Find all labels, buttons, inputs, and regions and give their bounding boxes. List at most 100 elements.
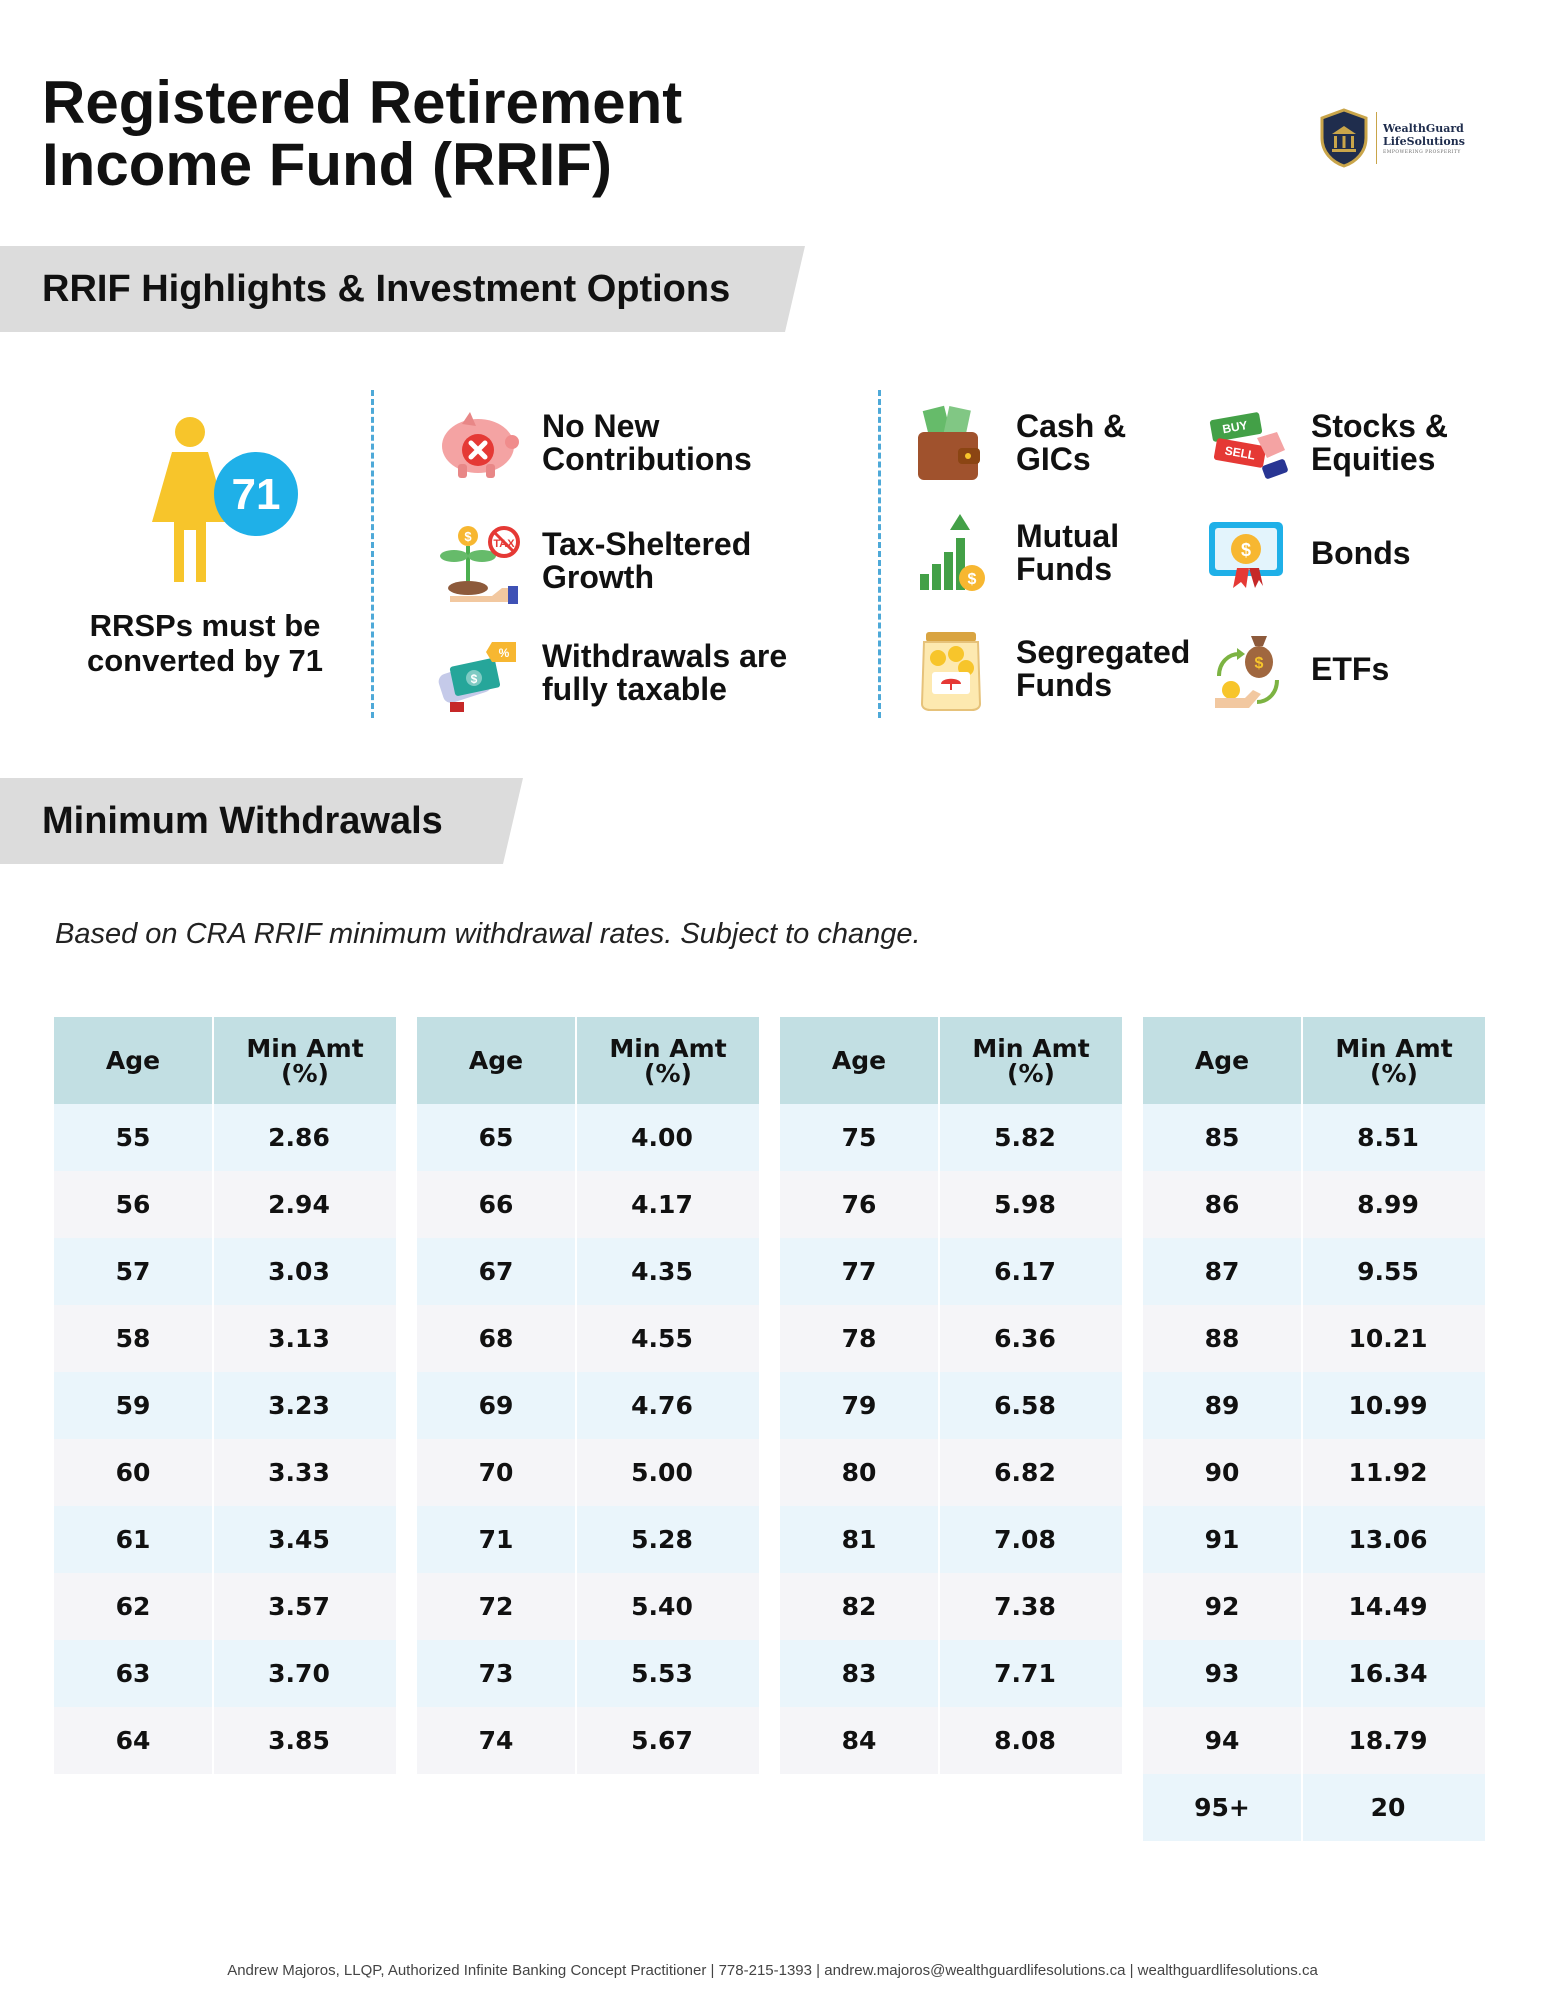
option-label: ETFs: [1311, 650, 1390, 687]
age-cell: 95+: [1143, 1774, 1303, 1841]
min-amount-cell: 4.76: [577, 1372, 759, 1439]
withdrawal-table: Age Min Amt (%) 55 2.86 56 2.94 57 3.03 58 3.13 59 3…: [54, 1017, 396, 1774]
option-label: Cash & GICs: [1016, 408, 1127, 477]
min-amount-value: 3.45: [268, 1525, 330, 1554]
table-row: 94 18.79: [1143, 1707, 1485, 1774]
min-amount-value: 8.08: [994, 1726, 1056, 1755]
option-label: Bonds: [1311, 534, 1411, 571]
table-row: 92 14.49: [1143, 1573, 1485, 1640]
min-amount-cell: 5.67: [577, 1707, 759, 1774]
table-row: 57 3.03: [54, 1238, 396, 1305]
age-cell: 94: [1143, 1707, 1303, 1774]
svg-text:%: %: [499, 646, 510, 660]
min-amount-cell: 4.00: [577, 1104, 759, 1171]
min-amount-header-line-1: Min Amt: [246, 1033, 364, 1063]
dashed-divider-right: [878, 390, 881, 718]
min-amount-value: 8.99: [1357, 1190, 1419, 1219]
min-amount-header-line-2: (%): [644, 1058, 692, 1088]
min-amount-cell: 7.08: [940, 1506, 1122, 1573]
highlight-label: Withdrawals are fully taxable: [542, 638, 788, 707]
highlight-no-contributions: No New Contributions: [432, 398, 752, 488]
min-amount-value: 7.08: [994, 1525, 1056, 1554]
age-cell: 62: [54, 1573, 214, 1640]
dashed-divider-left: [371, 390, 374, 718]
table-row: 93 16.34: [1143, 1640, 1485, 1707]
title-line-1: Registered Retirement: [42, 69, 683, 136]
logo-tagline: EMPOWERING PROSPERITY: [1383, 149, 1461, 155]
min-amount-cell: 20: [1303, 1774, 1485, 1841]
wallet-cash-icon: [918, 405, 980, 480]
age-cell: 79: [780, 1372, 940, 1439]
table-row: 89 10.99: [1143, 1372, 1485, 1439]
age-cell: 61: [54, 1506, 214, 1573]
min-amount-value: 3.13: [268, 1324, 330, 1353]
tax-sheltered-plant-icon: $ TAX: [440, 526, 520, 604]
age-cell: 86: [1143, 1171, 1303, 1238]
table-row: 67 4.35: [417, 1238, 759, 1305]
svg-text:$: $: [1241, 540, 1251, 560]
table-row: 69 4.76: [417, 1372, 759, 1439]
age-cell: 67: [417, 1238, 577, 1305]
age-cell: 57: [54, 1238, 214, 1305]
min-amount-cell: 3.03: [214, 1238, 396, 1305]
svg-text:$: $: [471, 672, 478, 686]
shield-logo-icon: [1320, 108, 1368, 168]
conversion-caption-line-1: RRSPs must be: [89, 608, 321, 643]
option-etfs: $ ETFs: [1201, 624, 1389, 714]
age-cell: 65: [417, 1104, 577, 1171]
page-title: Registered Retirement Income Fund (RRIF): [42, 72, 682, 196]
logo-name-line-1: WealthGuard: [1383, 121, 1464, 135]
min-amount-value: 4.35: [631, 1257, 693, 1286]
min-amount-value: 6.58: [994, 1391, 1056, 1420]
table-row: 87 9.55: [1143, 1238, 1485, 1305]
age-cell: 72: [417, 1573, 577, 1640]
min-amount-cell: 13.06: [1303, 1506, 1485, 1573]
min-amount-cell: 3.33: [214, 1439, 396, 1506]
age-header: Age: [417, 1017, 577, 1104]
min-amount-value: 5.53: [631, 1659, 693, 1688]
min-amount-value: 4.55: [631, 1324, 693, 1353]
section-title-highlights: RRIF Highlights & Investment Options: [42, 267, 731, 310]
age-cell: 71: [417, 1506, 577, 1573]
stocks-buy-sell-icon: BUY SELL: [1209, 412, 1288, 479]
table-row: 81 7.08: [780, 1506, 1122, 1573]
min-amount-cell: 18.79: [1303, 1707, 1485, 1774]
min-amount-cell: 6.36: [940, 1305, 1122, 1372]
min-amount-cell: 3.70: [214, 1640, 396, 1707]
table-row: 58 3.13: [54, 1305, 396, 1372]
table-row: 56 2.94: [54, 1171, 396, 1238]
option-label: Segregated Funds: [1016, 634, 1191, 703]
age-cell: 83: [780, 1640, 940, 1707]
age-cell: 58: [54, 1305, 214, 1372]
table-row: 86 8.99: [1143, 1171, 1485, 1238]
min-amount-cell: 8.51: [1303, 1104, 1485, 1171]
svg-text:$: $: [1255, 655, 1264, 672]
min-amount-cell: 5.82: [940, 1104, 1122, 1171]
money-bag-cycle-icon: $: [1215, 636, 1279, 708]
section-header-highlights: RRIF Highlights & Investment Options: [0, 246, 805, 332]
min-amount-cell: 14.49: [1303, 1573, 1485, 1640]
min-amount-header-line-2: (%): [281, 1058, 329, 1088]
option-label: Stocks & Equities: [1311, 408, 1448, 477]
min-amount-cell: 2.86: [214, 1104, 396, 1171]
min-amount-header-line-1: Min Amt: [972, 1033, 1090, 1063]
age-cell: 74: [417, 1707, 577, 1774]
min-amount-header: Min Amt (%): [940, 1017, 1122, 1104]
age-cell: 73: [417, 1640, 577, 1707]
svg-text:$: $: [968, 571, 977, 588]
min-amount-value: 5.67: [631, 1726, 693, 1755]
age-cell: 55: [54, 1104, 214, 1171]
min-amount-value: 2.86: [268, 1123, 330, 1152]
age-cell: 60: [54, 1439, 214, 1506]
min-amount-cell: 5.98: [940, 1171, 1122, 1238]
min-amount-cell: 7.38: [940, 1573, 1122, 1640]
option-mutual-funds: $ Mutual Funds: [906, 508, 1119, 598]
min-amount-value: 3.57: [268, 1592, 330, 1621]
table-row: 59 3.23: [54, 1372, 396, 1439]
min-amount-cell: 3.23: [214, 1372, 396, 1439]
age-cell: 56: [54, 1171, 214, 1238]
min-amount-value: 5.00: [631, 1458, 693, 1487]
table-row: 77 6.17: [780, 1238, 1122, 1305]
table-row: 76 5.98: [780, 1171, 1122, 1238]
age-cell: 78: [780, 1305, 940, 1372]
